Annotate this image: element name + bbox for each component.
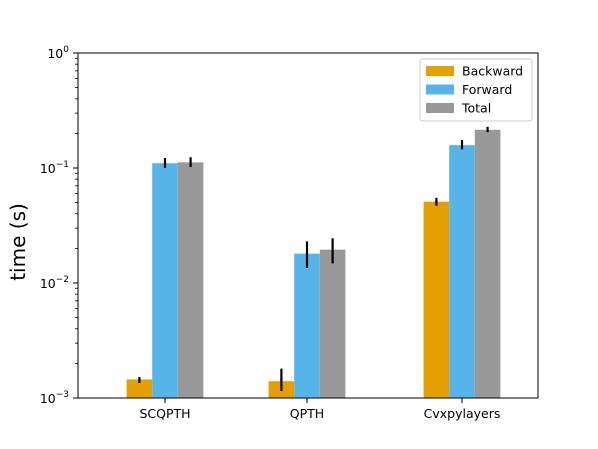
x-tick-label: Cvxpylayers [424, 406, 501, 421]
bar-forward-scqpth [152, 163, 178, 398]
bar-forward-qpth [294, 253, 320, 398]
legend-swatch-forward [426, 84, 454, 95]
bar-backward-cvxpylayers [423, 201, 450, 398]
legend-label-total: Total [461, 101, 491, 116]
bar-forward-cvxpylayers [449, 145, 475, 398]
y-tick-label: 10−1 [40, 160, 69, 176]
bar-backward-scqpth [126, 379, 153, 398]
x-tick-label: QPTH [290, 406, 324, 421]
legend-label-forward: Forward [462, 82, 512, 97]
x-tick-label: SCQPTH [139, 406, 190, 421]
y-tick-label: 10−3 [40, 390, 69, 406]
bar-total-cvxpylayers [474, 129, 501, 398]
bar-total-scqpth [177, 162, 204, 398]
y-tick-label: 10−2 [40, 275, 69, 291]
y-axis-label: time (s) [6, 203, 30, 281]
bar-total-qpth [319, 249, 346, 398]
axes-frame [77, 52, 539, 399]
legend-swatch-backward [426, 66, 454, 76]
legend-label-backward: Backward [462, 64, 523, 79]
legend-swatch-total [426, 103, 454, 113]
y-tick-label: 100 [47, 45, 69, 61]
